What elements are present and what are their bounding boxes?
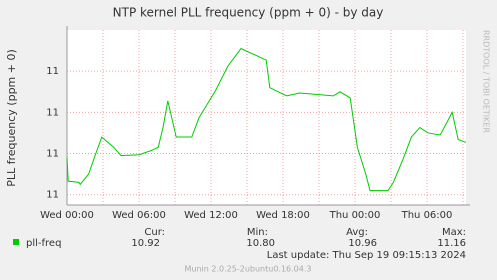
y-tick-label: 11 (46, 107, 59, 118)
x-tick-label: Wed 12:00 (184, 210, 238, 221)
last-update: Last update: Thu Sep 19 09:15:13 2024 (267, 250, 466, 261)
x-tick-label: Wed 06:00 (112, 210, 166, 221)
footer: Munin 2.0.25-2ubuntu0.16.04.3 (185, 265, 312, 274)
y-tick-label: 11 (46, 190, 59, 201)
x-tick-label: Wed 00:00 (40, 210, 94, 221)
stat-value: 10.96 (348, 238, 377, 249)
chart-title: NTP kernel PLL frequency (ppm + 0) - by … (113, 6, 384, 20)
legend-label: pll-freq (26, 238, 61, 249)
legend-swatch (13, 239, 19, 245)
stat-value: 11.16 (437, 238, 466, 249)
x-tick-label: Thu 00:00 (329, 210, 381, 221)
x-tick-label: Thu 06:00 (401, 210, 453, 221)
stat-label: Cur: (144, 227, 165, 238)
x-tick-label: Wed 18:00 (256, 210, 310, 221)
y-axis-label: PLL frequency (ppm + 0) (5, 49, 18, 187)
stat-value: 10.80 (246, 238, 275, 249)
stat-label: Avg: (346, 227, 368, 238)
data-line (66, 47, 467, 192)
plot-area (67, 30, 466, 205)
y-tick-label: 11 (46, 149, 59, 160)
side-label: RRDTOOL / TOBI OETIKER (482, 30, 491, 133)
stat-label: Max: (442, 227, 466, 238)
y-tick-label: 11 (46, 66, 59, 77)
stat-value: 10.92 (131, 238, 160, 249)
stat-label: Min: (247, 227, 268, 238)
